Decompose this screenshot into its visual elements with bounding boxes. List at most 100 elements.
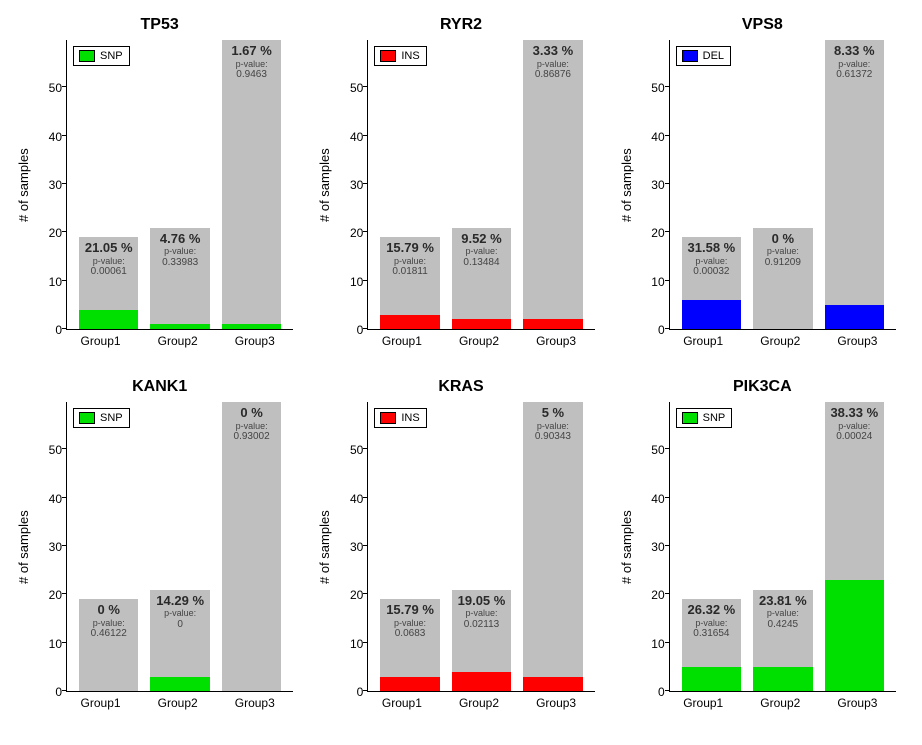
bar-annotation: 9.52 %p-value:0.13484 xyxy=(454,232,509,269)
x-axis: Group1Group2Group3 xyxy=(62,696,293,710)
y-tick-label: 50 xyxy=(49,443,62,457)
bar-percent: 26.32 % xyxy=(684,603,739,618)
y-axis-label: # of samples xyxy=(16,402,32,692)
bar-annotation: 3.33 %p-value:0.86876 xyxy=(525,44,580,81)
y-tick-label: 10 xyxy=(350,637,363,651)
plot-area: # of samples01020304050DEL31.58 %p-value… xyxy=(619,40,906,330)
bar-annotation: 8.33 %p-value:0.61372 xyxy=(827,44,882,81)
bar-annotation: 1.67 %p-value:0.9463 xyxy=(224,44,279,81)
y-tick-label: 0 xyxy=(658,323,665,337)
x-tick-label: Group3 xyxy=(216,696,293,710)
bars-container: 26.32 %p-value:0.31654 23.81 %p-value:0.4… xyxy=(670,402,896,691)
plot-area: # of samples01020304050SNP26.32 %p-value… xyxy=(619,402,906,692)
bar-annotation: 31.58 %p-value:0.00032 xyxy=(684,241,739,278)
panel-title: TP53 xyxy=(16,16,303,34)
legend-label: INS xyxy=(401,412,419,424)
plot-area: # of samples01020304050SNP0 %p-value:0.4… xyxy=(16,402,303,692)
bar-percent: 23.81 % xyxy=(755,594,810,609)
bar-value xyxy=(753,667,812,691)
y-axis-label: # of samples xyxy=(317,402,333,692)
pvalue: 0.31654 xyxy=(684,628,739,640)
pvalue: 0.0683 xyxy=(382,628,437,640)
bar-percent: 0 % xyxy=(224,406,279,421)
pvalue-label: p-value: xyxy=(454,246,509,256)
legend-swatch xyxy=(682,412,698,424)
y-tick-label: 10 xyxy=(49,637,62,651)
pvalue: 0.13484 xyxy=(454,257,509,269)
y-tick-label: 30 xyxy=(350,178,363,192)
bar-annotation: 38.33 %p-value:0.00024 xyxy=(827,406,882,443)
bar-total: 19.05 %p-value:0.02113 xyxy=(452,590,511,692)
pvalue: 0.86876 xyxy=(525,69,580,81)
legend-swatch xyxy=(79,412,95,424)
y-tick-label: 40 xyxy=(350,130,363,144)
pvalue: 0.4245 xyxy=(755,619,810,631)
x-tick-label: Group1 xyxy=(62,696,139,710)
x-tick-label: Group3 xyxy=(819,334,896,348)
legend-swatch xyxy=(380,50,396,62)
y-tick-label: 20 xyxy=(49,588,62,602)
bar-total: 4.76 %p-value:0.33983 xyxy=(150,228,209,330)
bar: 3.33 %p-value:0.86876 xyxy=(523,40,582,329)
panel-title: KANK1 xyxy=(16,378,303,396)
y-axis: 01020304050 xyxy=(333,40,367,330)
bar-percent: 9.52 % xyxy=(454,232,509,247)
x-axis: Group1Group2Group3 xyxy=(665,334,896,348)
x-tick-label: Group2 xyxy=(742,334,819,348)
legend: INS xyxy=(374,46,426,66)
bar: 14.29 %p-value:0 xyxy=(150,402,209,691)
pvalue: 0.93002 xyxy=(224,431,279,443)
bar: 23.81 %p-value:0.4245 xyxy=(753,402,812,691)
y-tick-label: 20 xyxy=(651,588,664,602)
bar-total: 21.05 %p-value:0.00061 xyxy=(79,237,138,329)
y-tick-label: 50 xyxy=(350,443,363,457)
y-tick-label: 20 xyxy=(350,588,363,602)
bar-value xyxy=(452,672,511,691)
bar-total: 14.29 %p-value:0 xyxy=(150,590,209,692)
bar-annotation: 19.05 %p-value:0.02113 xyxy=(454,594,509,631)
legend: DEL xyxy=(676,46,731,66)
y-tick-label: 40 xyxy=(651,130,664,144)
bar: 26.32 %p-value:0.31654 xyxy=(682,402,741,691)
bar-percent: 15.79 % xyxy=(382,603,437,618)
bar-annotation: 15.79 %p-value:0.0683 xyxy=(382,603,437,640)
bar-annotation: 14.29 %p-value:0 xyxy=(152,594,207,631)
bar-percent: 5 % xyxy=(525,406,580,421)
y-tick-label: 30 xyxy=(350,540,363,554)
bar: 15.79 %p-value:0.0683 xyxy=(380,402,439,691)
bar-annotation: 23.81 %p-value:0.4245 xyxy=(755,594,810,631)
y-tick-label: 30 xyxy=(651,178,664,192)
pvalue: 0.61372 xyxy=(827,69,882,81)
x-tick-label: Group2 xyxy=(440,334,517,348)
pvalue: 0.46122 xyxy=(81,628,136,640)
chart-grid: TP53# of samples01020304050SNP21.05 %p-v… xyxy=(16,16,906,718)
legend-swatch xyxy=(79,50,95,62)
x-tick-label: Group1 xyxy=(665,696,742,710)
x-tick-label: Group2 xyxy=(742,696,819,710)
bar: 15.79 %p-value:0.01811 xyxy=(380,40,439,329)
bar-value xyxy=(523,319,582,329)
chart-panel: VPS8# of samples01020304050DEL31.58 %p-v… xyxy=(619,16,906,356)
chart-panel: KANK1# of samples01020304050SNP0 %p-valu… xyxy=(16,378,303,718)
y-tick-label: 50 xyxy=(49,81,62,95)
bar-percent: 21.05 % xyxy=(81,241,136,256)
pvalue: 0.00032 xyxy=(684,266,739,278)
bar-total: 8.33 %p-value:0.61372 xyxy=(825,40,884,329)
y-axis-label: # of samples xyxy=(317,40,333,330)
y-tick-label: 40 xyxy=(49,492,62,506)
bar-annotation: 0 %p-value:0.91209 xyxy=(755,232,810,269)
bar-annotation: 26.32 %p-value:0.31654 xyxy=(684,603,739,640)
x-axis: Group1Group2Group3 xyxy=(665,696,896,710)
bar-value xyxy=(825,305,884,329)
chart-panel: TP53# of samples01020304050SNP21.05 %p-v… xyxy=(16,16,303,356)
bar-total: 3.33 %p-value:0.86876 xyxy=(523,40,582,329)
panel-title: VPS8 xyxy=(619,16,906,34)
bar: 0 %p-value:0.93002 xyxy=(222,402,281,691)
bar: 9.52 %p-value:0.13484 xyxy=(452,40,511,329)
x-tick-label: Group2 xyxy=(440,696,517,710)
bar: 0 %p-value:0.91209 xyxy=(753,40,812,329)
bar-percent: 15.79 % xyxy=(382,241,437,256)
plot: INS15.79 %p-value:0.018119.52 %p-value:0… xyxy=(367,40,594,330)
legend: INS xyxy=(374,408,426,428)
pvalue-label: p-value: xyxy=(454,608,509,618)
